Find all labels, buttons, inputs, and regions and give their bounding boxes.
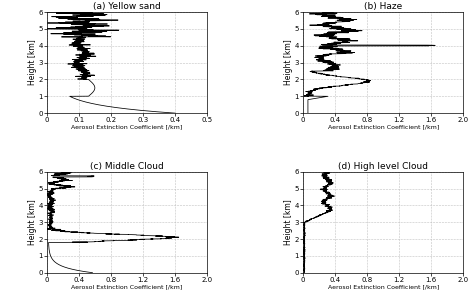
Title: (b) Haze: (b) Haze bbox=[364, 2, 402, 11]
X-axis label: Aerosol Extinction Coefficient [/km]: Aerosol Extinction Coefficient [/km] bbox=[71, 284, 183, 289]
Title: (a) Yellow sand: (a) Yellow sand bbox=[93, 2, 161, 11]
Y-axis label: Height [km]: Height [km] bbox=[28, 199, 37, 245]
Y-axis label: Height [km]: Height [km] bbox=[284, 199, 293, 245]
Title: (c) Middle Cloud: (c) Middle Cloud bbox=[90, 162, 164, 171]
X-axis label: Aerosol Extinction Coefficient [/km]: Aerosol Extinction Coefficient [/km] bbox=[328, 125, 439, 130]
Y-axis label: Height [km]: Height [km] bbox=[284, 40, 293, 85]
Title: (d) High level Cloud: (d) High level Cloud bbox=[338, 162, 428, 171]
Y-axis label: Height [km]: Height [km] bbox=[28, 40, 37, 85]
X-axis label: Aerosol Extinction Coefficient [/km]: Aerosol Extinction Coefficient [/km] bbox=[71, 125, 183, 130]
X-axis label: Aerosol Extinction Coefficient [/km]: Aerosol Extinction Coefficient [/km] bbox=[328, 284, 439, 289]
